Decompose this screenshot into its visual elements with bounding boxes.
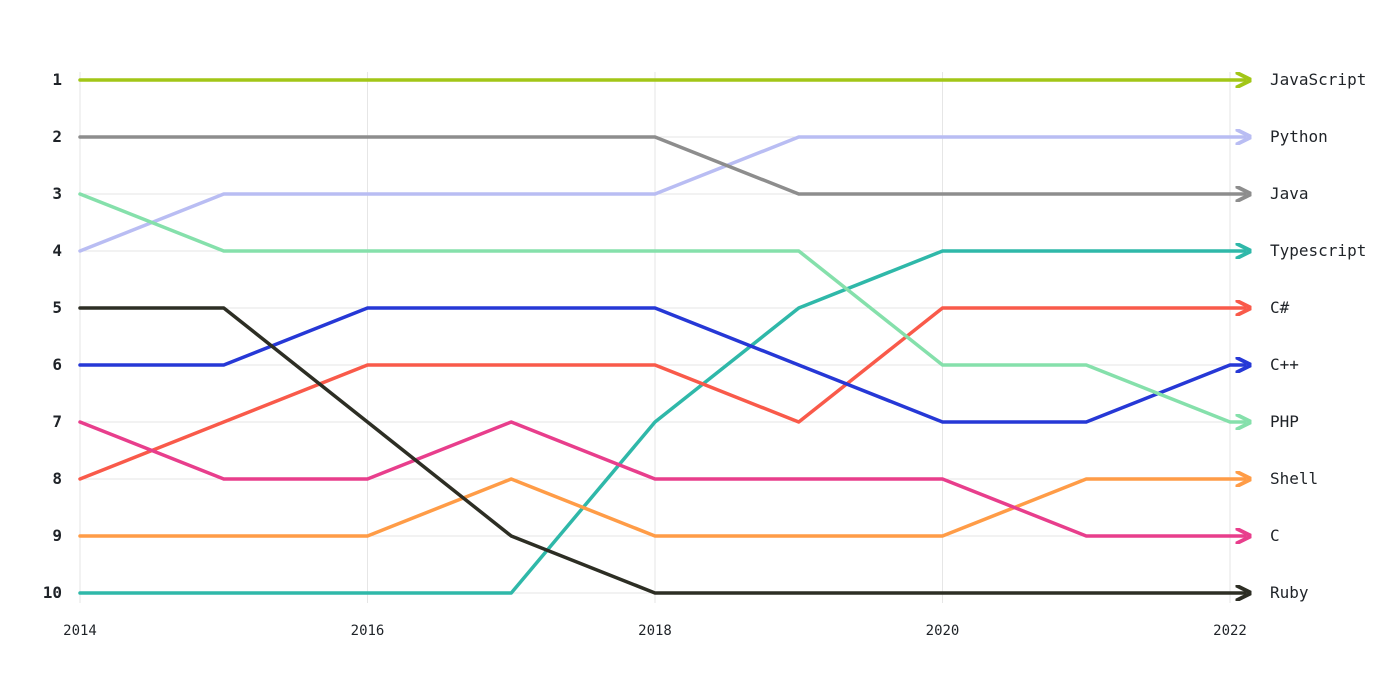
series-line-shell bbox=[80, 479, 1245, 536]
language-label: Java bbox=[1270, 184, 1309, 203]
language-label: Shell bbox=[1270, 469, 1318, 488]
series-lines bbox=[80, 80, 1245, 593]
year-label: 2014 bbox=[63, 623, 97, 639]
language-label: Ruby bbox=[1270, 583, 1309, 602]
year-label: 2018 bbox=[638, 623, 672, 639]
rank-axis: 1 2 3 4 5 6 7 8 9 10 bbox=[43, 70, 62, 602]
year-axis: 2014 2016 2018 2020 2022 bbox=[63, 623, 1247, 639]
year-label: 2020 bbox=[926, 623, 960, 639]
rank-label: 6 bbox=[52, 355, 62, 374]
series-line-java bbox=[80, 137, 1245, 194]
language-label: C bbox=[1270, 526, 1280, 545]
language-label: JavaScript bbox=[1270, 70, 1366, 89]
rank-label: 1 bbox=[52, 70, 62, 89]
chart-svg: 1 2 3 4 5 6 7 8 9 10 2014 2016 2018 2020 2022 JavaScrip… bbox=[0, 0, 1400, 681]
year-label: 2022 bbox=[1213, 623, 1247, 639]
language-labels: JavaScript Python Java Typescript C# C++ PHP Sh… bbox=[1270, 70, 1366, 602]
language-ranking-chart: 1 2 3 4 5 6 7 8 9 10 2014 2016 2018 2020 2022 JavaScrip… bbox=[0, 0, 1400, 681]
rank-label: 8 bbox=[52, 469, 62, 488]
rank-label: 3 bbox=[52, 184, 62, 203]
language-label: C# bbox=[1270, 298, 1290, 317]
rank-label: 2 bbox=[52, 127, 62, 146]
rank-label: 5 bbox=[52, 298, 62, 317]
rank-label: 9 bbox=[52, 526, 62, 545]
series-line-ruby bbox=[80, 308, 1245, 593]
language-label: Python bbox=[1270, 127, 1328, 146]
language-label: Typescript bbox=[1270, 241, 1366, 260]
rank-label: 10 bbox=[43, 583, 62, 602]
rank-label: 4 bbox=[52, 241, 62, 260]
rank-label: 7 bbox=[52, 412, 62, 431]
year-label: 2016 bbox=[351, 623, 385, 639]
language-label: PHP bbox=[1270, 412, 1299, 431]
language-label: C++ bbox=[1270, 355, 1299, 374]
